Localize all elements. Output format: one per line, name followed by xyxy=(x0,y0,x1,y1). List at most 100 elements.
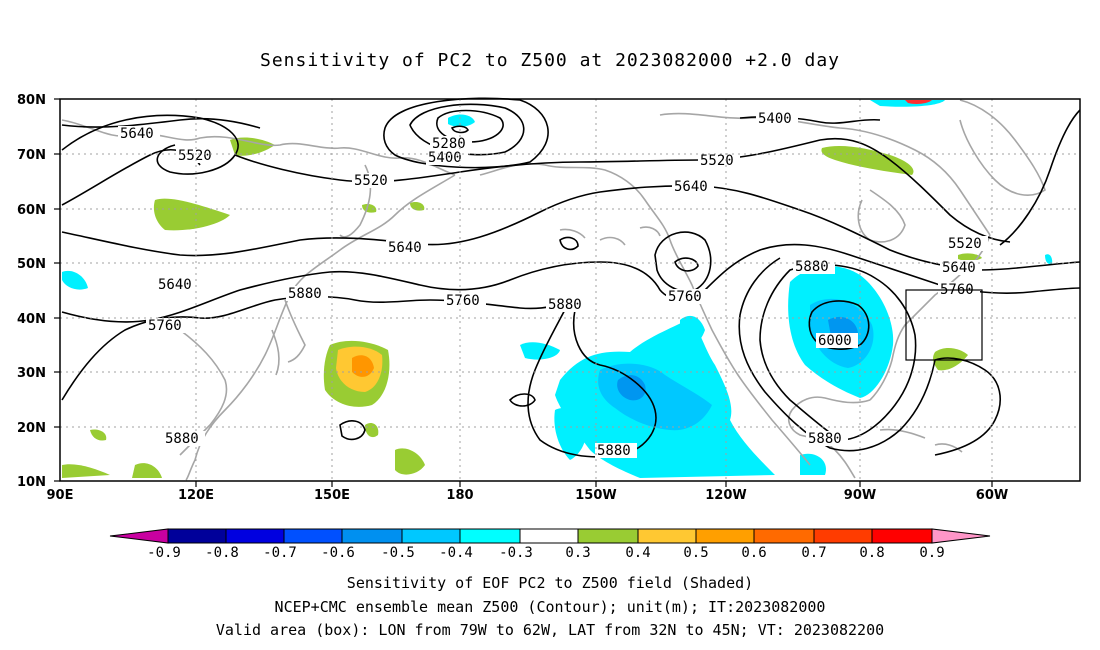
coastline-na-north xyxy=(659,112,991,236)
valid-area-box xyxy=(905,289,983,361)
svg-text:6000: 6000 xyxy=(818,333,852,349)
lat-label: 30N xyxy=(17,366,46,381)
svg-text:5880: 5880 xyxy=(288,286,322,302)
contour-loop-3 xyxy=(559,236,579,251)
colorbar-segment xyxy=(225,528,285,544)
shade-neg-atlantic xyxy=(800,453,826,475)
coastline-japan xyxy=(271,299,306,376)
shade-pos-mid xyxy=(362,203,377,213)
svg-text:5880: 5880 xyxy=(165,431,199,447)
shade-neg-pacific-ne xyxy=(680,315,705,346)
colorbar-segment xyxy=(401,528,461,544)
colorbar-label: 0.4 xyxy=(625,545,650,561)
coastline-alaska xyxy=(479,162,671,241)
colorbar-label: 0.6 xyxy=(741,545,766,561)
coastline-asia-east xyxy=(185,174,456,481)
colorbar-label: -0.8 xyxy=(205,545,239,561)
shade-pos-tropics xyxy=(395,448,425,475)
shade-pos-canada xyxy=(821,145,914,175)
shade-pos-sw3 xyxy=(132,463,162,478)
shade-pos-mid2 xyxy=(410,201,425,211)
contour-loop-4 xyxy=(674,257,699,272)
axis-ticks xyxy=(54,98,993,487)
lon-label: 150E xyxy=(314,488,350,503)
svg-text:5640: 5640 xyxy=(158,277,192,293)
colorbar-label: 0.8 xyxy=(859,545,884,561)
contour-label: 5880 xyxy=(793,259,835,275)
lon-label: 120E xyxy=(178,488,214,503)
svg-text:5640: 5640 xyxy=(942,260,976,276)
svg-text:5640: 5640 xyxy=(120,126,154,142)
contour-label: 5880 xyxy=(163,431,205,447)
contour-label: 5760 xyxy=(666,289,708,305)
coastline-greenland xyxy=(959,99,1046,196)
coastline-islands xyxy=(559,226,661,246)
colorbar-labels: -0.9 -0.8 -0.7 -0.6 -0.5 -0.4 -0.3 0.3 0… xyxy=(147,545,945,561)
shaded-sensitivity xyxy=(62,100,1053,478)
colorbar-segment xyxy=(871,528,933,544)
svg-text:5280: 5280 xyxy=(432,136,466,152)
colorbar-segment xyxy=(341,528,403,544)
contour-5640-arctic xyxy=(61,117,261,129)
contour-label: 5640 xyxy=(672,179,714,195)
lat-label: 60N xyxy=(17,203,46,218)
contour-label: 5880 xyxy=(546,297,588,313)
shade-neg-east-edge xyxy=(1045,254,1053,265)
lon-label: 180 xyxy=(446,488,473,503)
contour-label: 5280 xyxy=(430,136,472,152)
colorbar-segment xyxy=(637,528,697,544)
svg-text:5880: 5880 xyxy=(808,431,842,447)
shade-pos-sw2 xyxy=(62,464,110,478)
contour-label: 5640 xyxy=(118,126,160,142)
contour-loop-1 xyxy=(339,420,366,441)
contour-loop-2 xyxy=(508,393,536,407)
contour-label: 5640 xyxy=(940,260,982,276)
coastline-hudson xyxy=(857,189,906,243)
contour-label: 5400 xyxy=(756,111,798,127)
shade-pos-tropics2 xyxy=(365,423,379,438)
shade-neg-bering xyxy=(448,114,475,127)
colorbar-label: 0.9 xyxy=(919,545,944,561)
svg-text:5520: 5520 xyxy=(178,148,212,164)
colorbar-segment xyxy=(283,528,343,544)
lat-labels: 80N 70N 60N 50N 40N 30N 20N 10N xyxy=(17,93,46,490)
lat-label: 20N xyxy=(17,421,46,436)
contour-label: 5520 xyxy=(946,236,988,252)
colorbar-label: -0.4 xyxy=(439,545,473,561)
lon-labels: 90E 120E 150E 180 150W 120W 90W 60W xyxy=(47,488,1009,503)
colorbar-label: -0.3 xyxy=(499,545,533,561)
caption-shading: Sensitivity of EOF PC2 to Z500 field (Sh… xyxy=(346,574,754,592)
shade-neg-westedge xyxy=(62,270,88,290)
colorbar-high-triangle xyxy=(931,528,991,544)
contour-label: 5760 xyxy=(146,318,188,334)
contour-label: 5640 xyxy=(156,277,198,293)
contour-label: 5880 xyxy=(595,443,637,459)
svg-text:5760: 5760 xyxy=(446,293,480,309)
colorbar-label: 0.3 xyxy=(565,545,590,561)
gridlines xyxy=(60,99,1080,481)
colorbar-label: 0.5 xyxy=(683,545,708,561)
colorbar-segment xyxy=(519,528,579,544)
colorbar-segment xyxy=(459,528,521,544)
colorbar: -0.9 -0.8 -0.7 -0.6 -0.5 -0.4 -0.3 0.3 0… xyxy=(109,528,991,561)
coastline-na-west xyxy=(669,239,811,466)
figure-title: Sensitivity of PC2 to Z500 at 2023082000… xyxy=(259,50,840,71)
colorbar-low-triangle xyxy=(109,528,169,544)
contour-5280-inner xyxy=(450,125,469,134)
svg-text:5640: 5640 xyxy=(388,240,422,256)
contour-labels: 5280 5400 5400 5520 5520 5520 5520 5640 … xyxy=(118,111,988,459)
contour-5880-east-outer xyxy=(738,257,1001,456)
colorbar-segment xyxy=(753,528,815,544)
shade-pos-sw1 xyxy=(90,429,107,441)
contour-label: 5880 xyxy=(806,431,848,447)
caption-contours: NCEP+CMC ensemble mean Z500 (Contour); u… xyxy=(274,598,826,616)
lon-label: 150W xyxy=(575,488,616,503)
svg-text:5520: 5520 xyxy=(948,236,982,252)
lat-label: 70N xyxy=(17,148,46,163)
svg-text:5400: 5400 xyxy=(758,111,792,127)
svg-text:5880: 5880 xyxy=(795,259,829,275)
shade-neg-central-pacific-dark xyxy=(617,375,646,401)
contour-5520-east xyxy=(999,109,1081,246)
contour-5880-east xyxy=(759,263,917,441)
